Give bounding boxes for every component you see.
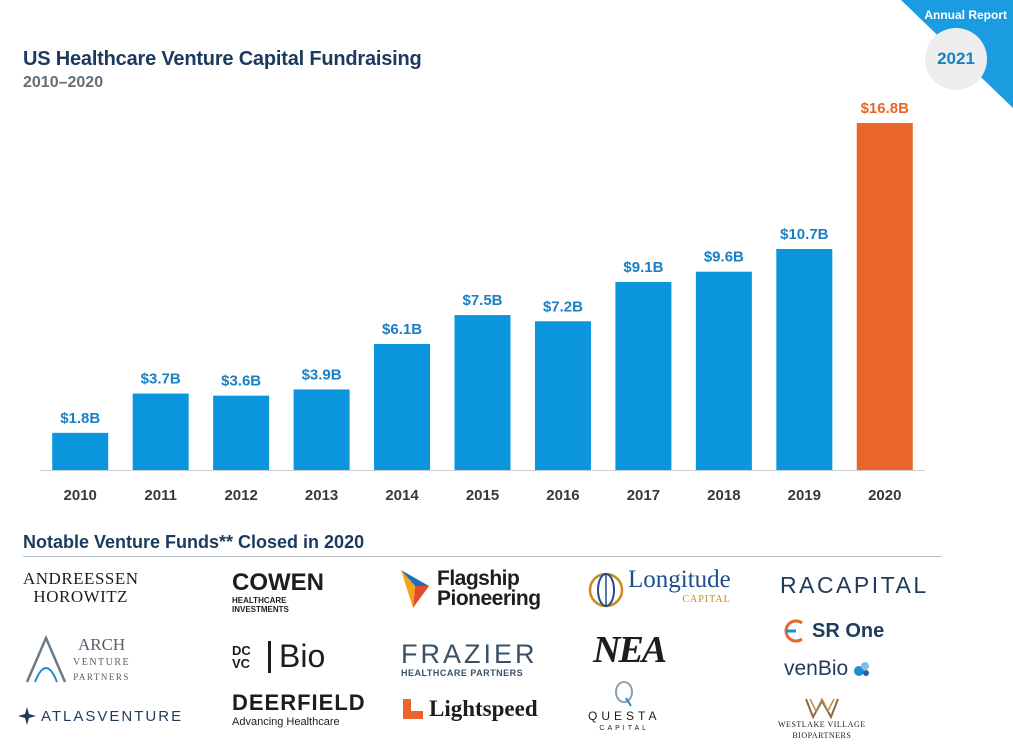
bar-2018	[695, 271, 752, 470]
logo-text: BIOPARTNERS	[792, 731, 852, 740]
lightspeed-mark-icon	[403, 699, 423, 719]
logo-text: INVESTMENTS	[232, 605, 289, 614]
x-tick-label-2011: 2011	[144, 487, 177, 504]
logo-text: HEALTHCARE PARTNERS	[401, 668, 524, 678]
data-label-2016: $7.2B	[543, 298, 583, 315]
arch-mark-icon	[25, 634, 67, 683]
x-tick-label-2010: 2010	[64, 487, 97, 504]
logo-text: Lightspeed	[429, 696, 538, 721]
frazier-healthcare-partners-logo: FRAZIER HEALTHCARE PARTNERS	[401, 640, 538, 678]
flagship-mark-icon	[401, 570, 429, 608]
logo-text: Bio	[279, 638, 326, 674]
venbio-dots-icon	[854, 662, 870, 676]
x-tick-label-2013: 2013	[305, 487, 338, 504]
logo-text: COWEN	[232, 569, 324, 596]
deerfield-logo: DEERFIELD Advancing Healthcare	[232, 690, 366, 729]
logo-text: WESTLAKE VILLAGE	[778, 720, 866, 729]
data-label-2020: $16.8B	[861, 100, 910, 117]
logo-text: Flagship	[437, 567, 520, 590]
x-tick-label-2018: 2018	[707, 487, 740, 504]
bar-2017	[615, 282, 672, 470]
bar-2010	[52, 432, 109, 470]
sr-one-swoosh-icon	[784, 619, 803, 643]
cowen-logo: COWEN HEALTHCARE INVESTMENTS	[232, 569, 324, 615]
logo-text: QUESTA	[588, 709, 661, 723]
logo-text: HEALTHCARE	[232, 596, 287, 605]
data-label-2013: $3.9B	[302, 366, 342, 383]
bar-2019	[776, 248, 833, 470]
logo-text: PARTNERS	[73, 672, 130, 682]
bar-2012	[213, 395, 270, 470]
chart-subtitle: 2010–2020	[23, 74, 104, 91]
x-tick-label-2020: 2020	[868, 487, 901, 504]
sr-one-logo: SR One	[780, 617, 884, 645]
bar-2020	[856, 123, 913, 470]
data-label-2014: $6.1B	[382, 321, 422, 338]
logo-text: venBio	[784, 657, 849, 680]
logo-text: CAPITAL	[599, 725, 650, 732]
data-label-2018: $9.6B	[704, 249, 744, 266]
nea-logo: NEA	[593, 628, 667, 672]
bar-2013	[293, 389, 350, 470]
bar-2015	[454, 315, 511, 470]
globe-icon	[588, 572, 624, 608]
chart-title: US Healthcare Venture Capital Fundraisin…	[23, 48, 422, 70]
logo-text: SR One	[812, 619, 885, 642]
logo-text: Longitude	[628, 566, 731, 593]
data-label-2010: $1.8B	[60, 410, 100, 427]
logo-text: Pioneering	[437, 587, 541, 610]
logo-text: RACAPITAL	[780, 572, 929, 598]
ra-capital-logo: RACAPITAL	[780, 572, 929, 599]
questa-capital-logo: QUESTA CAPITAL	[588, 680, 660, 742]
atlas-star-icon	[18, 707, 36, 725]
logo-text: DEERFIELD	[232, 690, 366, 715]
bar-2014	[374, 344, 431, 470]
bar-2011	[132, 393, 189, 470]
x-tick-label-2017: 2017	[627, 487, 660, 504]
atlas-venture-logo: ATLASVENTURE	[17, 706, 183, 726]
x-tick-label-2019: 2019	[788, 487, 821, 504]
data-label-2019: $10.7B	[780, 226, 829, 243]
dcvc-bio-logo: DC VC Bio	[232, 638, 325, 675]
flagship-pioneering-logo: Flagship Pioneering	[399, 568, 541, 610]
logo-text: VENTURE	[73, 657, 131, 668]
lightspeed-logo: Lightspeed	[401, 696, 538, 722]
logo-text: NEA	[593, 629, 667, 671]
fundraising-bar-chart: $1.8B 2010 $3.7B 2011 $3.6B 2012 $3.9B 2013 $6.1…	[40, 100, 925, 504]
arch-venture-partners-logo: ARCH VENTURE PARTNERS	[23, 634, 130, 684]
bar-2016	[534, 321, 591, 470]
logo-text: ARCH	[77, 635, 126, 654]
x-tick-label-2015: 2015	[466, 487, 499, 504]
westlake-village-biopartners-logo: WESTLAKE VILLAGE BIOPARTNERS	[778, 697, 866, 745]
section-divider	[23, 556, 942, 557]
westlake-mark-icon	[804, 697, 839, 719]
logo-text: Advancing Healthcare	[232, 716, 340, 728]
x-tick-label-2016: 2016	[546, 487, 579, 504]
annual-report-label: Annual Report	[924, 8, 1007, 22]
venbio-logo: venBio	[784, 657, 872, 681]
funds-heading: Notable Venture Funds** Closed in 2020	[23, 532, 365, 552]
x-tick-label-2012: 2012	[224, 487, 257, 504]
logo-text: ANDREESSEN	[23, 569, 139, 588]
x-tick-label-2014: 2014	[385, 487, 419, 504]
logo-text: FRAZIER	[401, 639, 538, 669]
data-label-2012: $3.6B	[221, 373, 261, 390]
divider-icon	[268, 640, 271, 673]
dcvc-mark: DC VC	[232, 642, 251, 671]
longitude-capital-logo: Longitude CAPITAL	[588, 566, 731, 610]
data-label-2011: $3.7B	[141, 371, 181, 388]
logo-text: HOROWITZ	[33, 587, 129, 606]
logo-text: CAPITAL	[682, 594, 731, 605]
logo-text: ATLASVENTURE	[41, 707, 184, 725]
questa-mark-icon	[615, 681, 634, 707]
report-year-badge: 2021	[925, 28, 987, 90]
andreessen-horowitz-logo: ANDREESSEN HOROWITZ	[23, 570, 139, 606]
data-label-2015: $7.5B	[462, 292, 502, 309]
data-label-2017: $9.1B	[623, 259, 663, 276]
